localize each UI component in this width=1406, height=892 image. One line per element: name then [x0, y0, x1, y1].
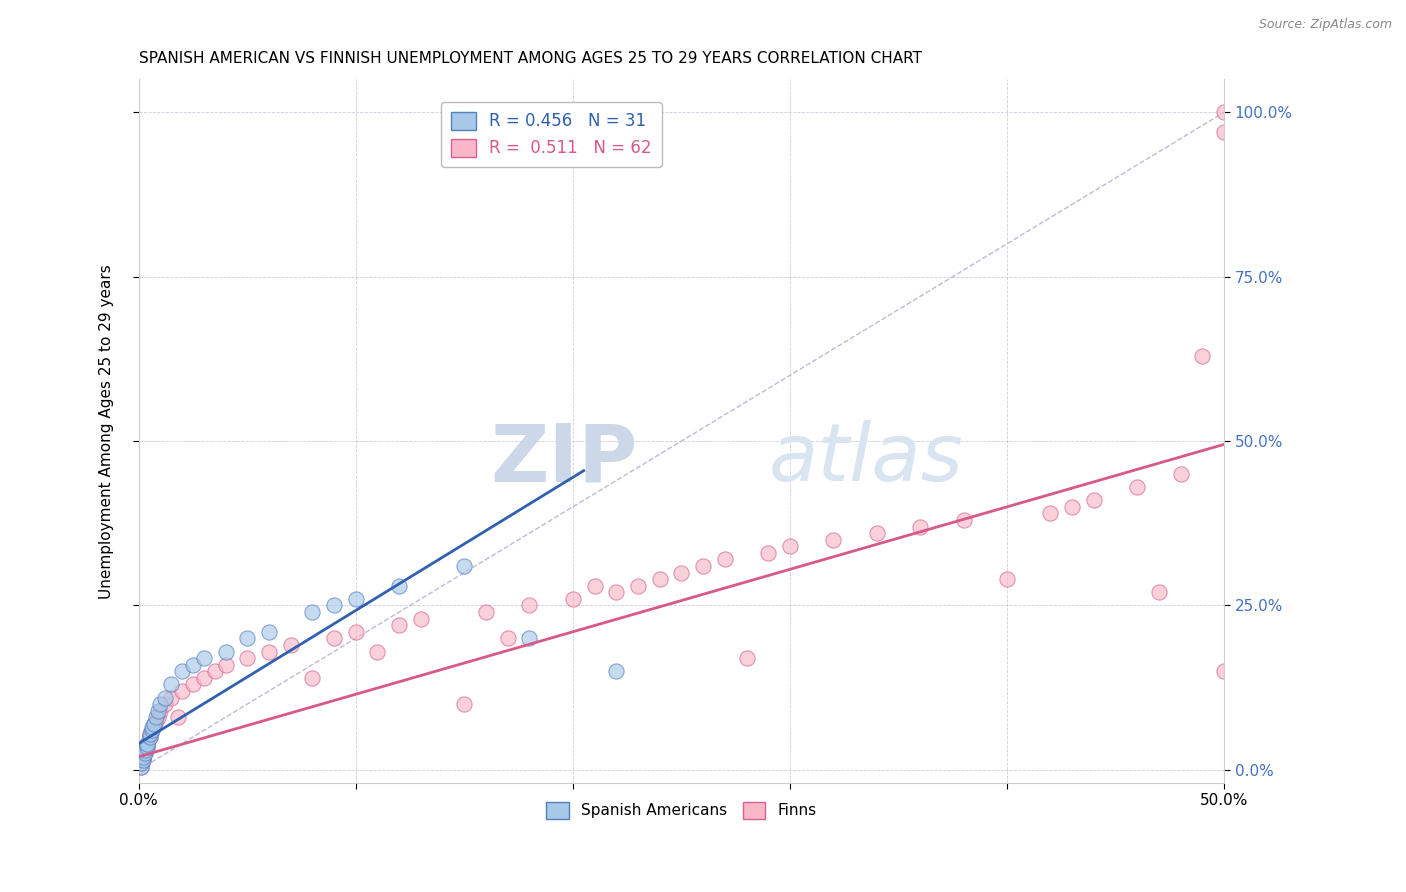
Point	[366, 644, 388, 658]
Point	[866, 526, 889, 541]
Point	[301, 671, 323, 685]
Point	[605, 585, 627, 599]
Point	[1147, 585, 1170, 599]
Point	[257, 644, 280, 658]
Point	[561, 591, 583, 606]
Point	[193, 671, 215, 685]
Point	[627, 579, 650, 593]
Point	[132, 749, 155, 764]
Point	[129, 759, 152, 773]
Point	[475, 605, 498, 619]
Point	[671, 566, 693, 580]
Point	[388, 579, 411, 593]
Point	[908, 519, 931, 533]
Point	[519, 599, 541, 613]
Point	[453, 559, 475, 574]
Legend: Spanish Americans, Finns: Spanish Americans, Finns	[540, 796, 823, 825]
Point	[138, 727, 160, 741]
Point	[141, 723, 163, 738]
Point	[160, 690, 183, 705]
Point	[519, 632, 541, 646]
Point	[648, 572, 671, 586]
Point	[129, 756, 152, 771]
Point	[344, 591, 367, 606]
Point	[153, 690, 176, 705]
Point	[129, 756, 152, 771]
Point	[138, 730, 160, 744]
Point	[779, 539, 801, 553]
Point	[145, 714, 167, 728]
Point	[257, 624, 280, 639]
Point	[142, 716, 165, 731]
Point	[132, 753, 155, 767]
Point	[453, 697, 475, 711]
Point	[280, 638, 302, 652]
Point	[181, 677, 204, 691]
Point	[134, 747, 156, 761]
Text: atlas: atlas	[768, 420, 963, 499]
Point	[323, 632, 346, 646]
Point	[1213, 665, 1236, 679]
Point	[145, 710, 167, 724]
Point	[134, 747, 156, 761]
Point	[149, 704, 172, 718]
Point	[605, 665, 627, 679]
Point	[193, 651, 215, 665]
Point	[172, 665, 194, 679]
Point	[138, 727, 160, 741]
Point	[409, 612, 432, 626]
Point	[172, 684, 194, 698]
Point	[132, 753, 155, 767]
Point	[1062, 500, 1084, 514]
Point	[148, 704, 170, 718]
Point	[141, 723, 163, 738]
Point	[344, 624, 367, 639]
Text: Source: ZipAtlas.com: Source: ZipAtlas.com	[1258, 18, 1392, 31]
Text: SPANISH AMERICAN VS FINNISH UNEMPLOYMENT AMONG AGES 25 TO 29 YEARS CORRELATION C: SPANISH AMERICAN VS FINNISH UNEMPLOYMENT…	[139, 51, 922, 66]
Point	[129, 759, 152, 773]
Point	[735, 651, 758, 665]
Point	[823, 533, 845, 547]
Point	[1039, 507, 1062, 521]
Y-axis label: Unemployment Among Ages 25 to 29 years: Unemployment Among Ages 25 to 29 years	[100, 264, 114, 599]
Point	[166, 710, 188, 724]
Point	[236, 632, 259, 646]
Point	[136, 739, 159, 754]
Point	[214, 644, 236, 658]
Point	[141, 720, 163, 734]
Point	[148, 710, 170, 724]
Point	[756, 546, 779, 560]
Point	[714, 552, 737, 566]
Point	[1191, 349, 1213, 363]
Point	[149, 697, 172, 711]
Point	[138, 730, 160, 744]
Point	[132, 749, 155, 764]
Point	[496, 632, 519, 646]
Point	[181, 657, 204, 672]
Point	[136, 737, 159, 751]
Point	[1170, 467, 1192, 481]
Point	[323, 599, 346, 613]
Point	[1126, 480, 1149, 494]
Point	[583, 579, 606, 593]
Point	[388, 618, 411, 632]
Text: ZIP: ZIP	[491, 420, 638, 499]
Point	[1213, 105, 1236, 120]
Point	[236, 651, 259, 665]
Point	[136, 737, 159, 751]
Point	[952, 513, 974, 527]
Point	[160, 677, 183, 691]
Point	[134, 743, 156, 757]
Point	[214, 657, 236, 672]
Point	[136, 739, 159, 754]
Point	[153, 697, 176, 711]
Point	[1213, 125, 1236, 139]
Point	[692, 559, 714, 574]
Point	[134, 743, 156, 757]
Point	[995, 572, 1018, 586]
Point	[1083, 493, 1105, 508]
Point	[301, 605, 323, 619]
Point	[204, 665, 226, 679]
Point	[142, 716, 165, 731]
